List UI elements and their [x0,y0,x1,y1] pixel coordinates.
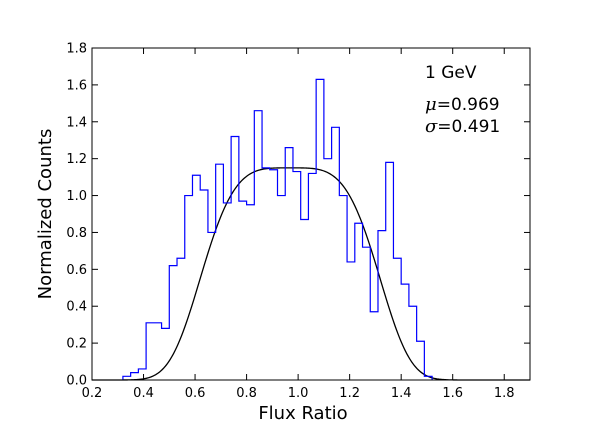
sigma-value: =0.491 [437,117,500,137]
x-tick-label: 1.0 [288,386,309,401]
x-axis-label: Flux Ratio [258,403,347,424]
mu-symbol: μ [425,94,437,115]
mu-value: =0.969 [437,95,500,115]
y-tick-label: 0.6 [66,263,87,278]
y-tick-label: 1.6 [66,78,87,93]
x-tick-label: 0.2 [82,386,103,401]
annotation-energy: 1 GeV [425,63,477,83]
x-tick-label: 1.6 [442,386,463,401]
x-tick-label: 0.6 [185,386,206,401]
annotation-mu: μ=0.969 [425,94,500,115]
y-tick-label: 0.0 [66,374,87,389]
x-tick-label: 1.2 [339,386,360,401]
y-axis-label: Normalized Counts [35,129,56,300]
y-tick-label: 1.4 [66,115,87,130]
annotation-sigma: σ=0.491 [425,116,500,137]
histogram-steps [122,78,433,380]
x-tick-label: 1.8 [494,386,515,401]
y-tick-label: 0.8 [66,226,87,241]
plot-frame [91,47,531,381]
ticks [91,47,530,381]
x-tick-label: 1.4 [391,386,412,401]
y-tick-label: 0.2 [66,337,87,352]
x-tick-label: 0.4 [133,386,154,401]
y-tick-label: 0.4 [66,300,87,315]
y-tick-label: 1.2 [66,152,87,167]
x-tick-label: 0.8 [236,386,257,401]
tick-labels: 0.2 0.4 0.6 0.8 1.0 1.2 1.4 1.6 1.80.00.20.40.60… [66,42,514,402]
y-tick-label: 1.0 [66,189,87,204]
y-tick-label: 1.8 [66,42,87,57]
sigma-symbol: σ [425,116,438,137]
